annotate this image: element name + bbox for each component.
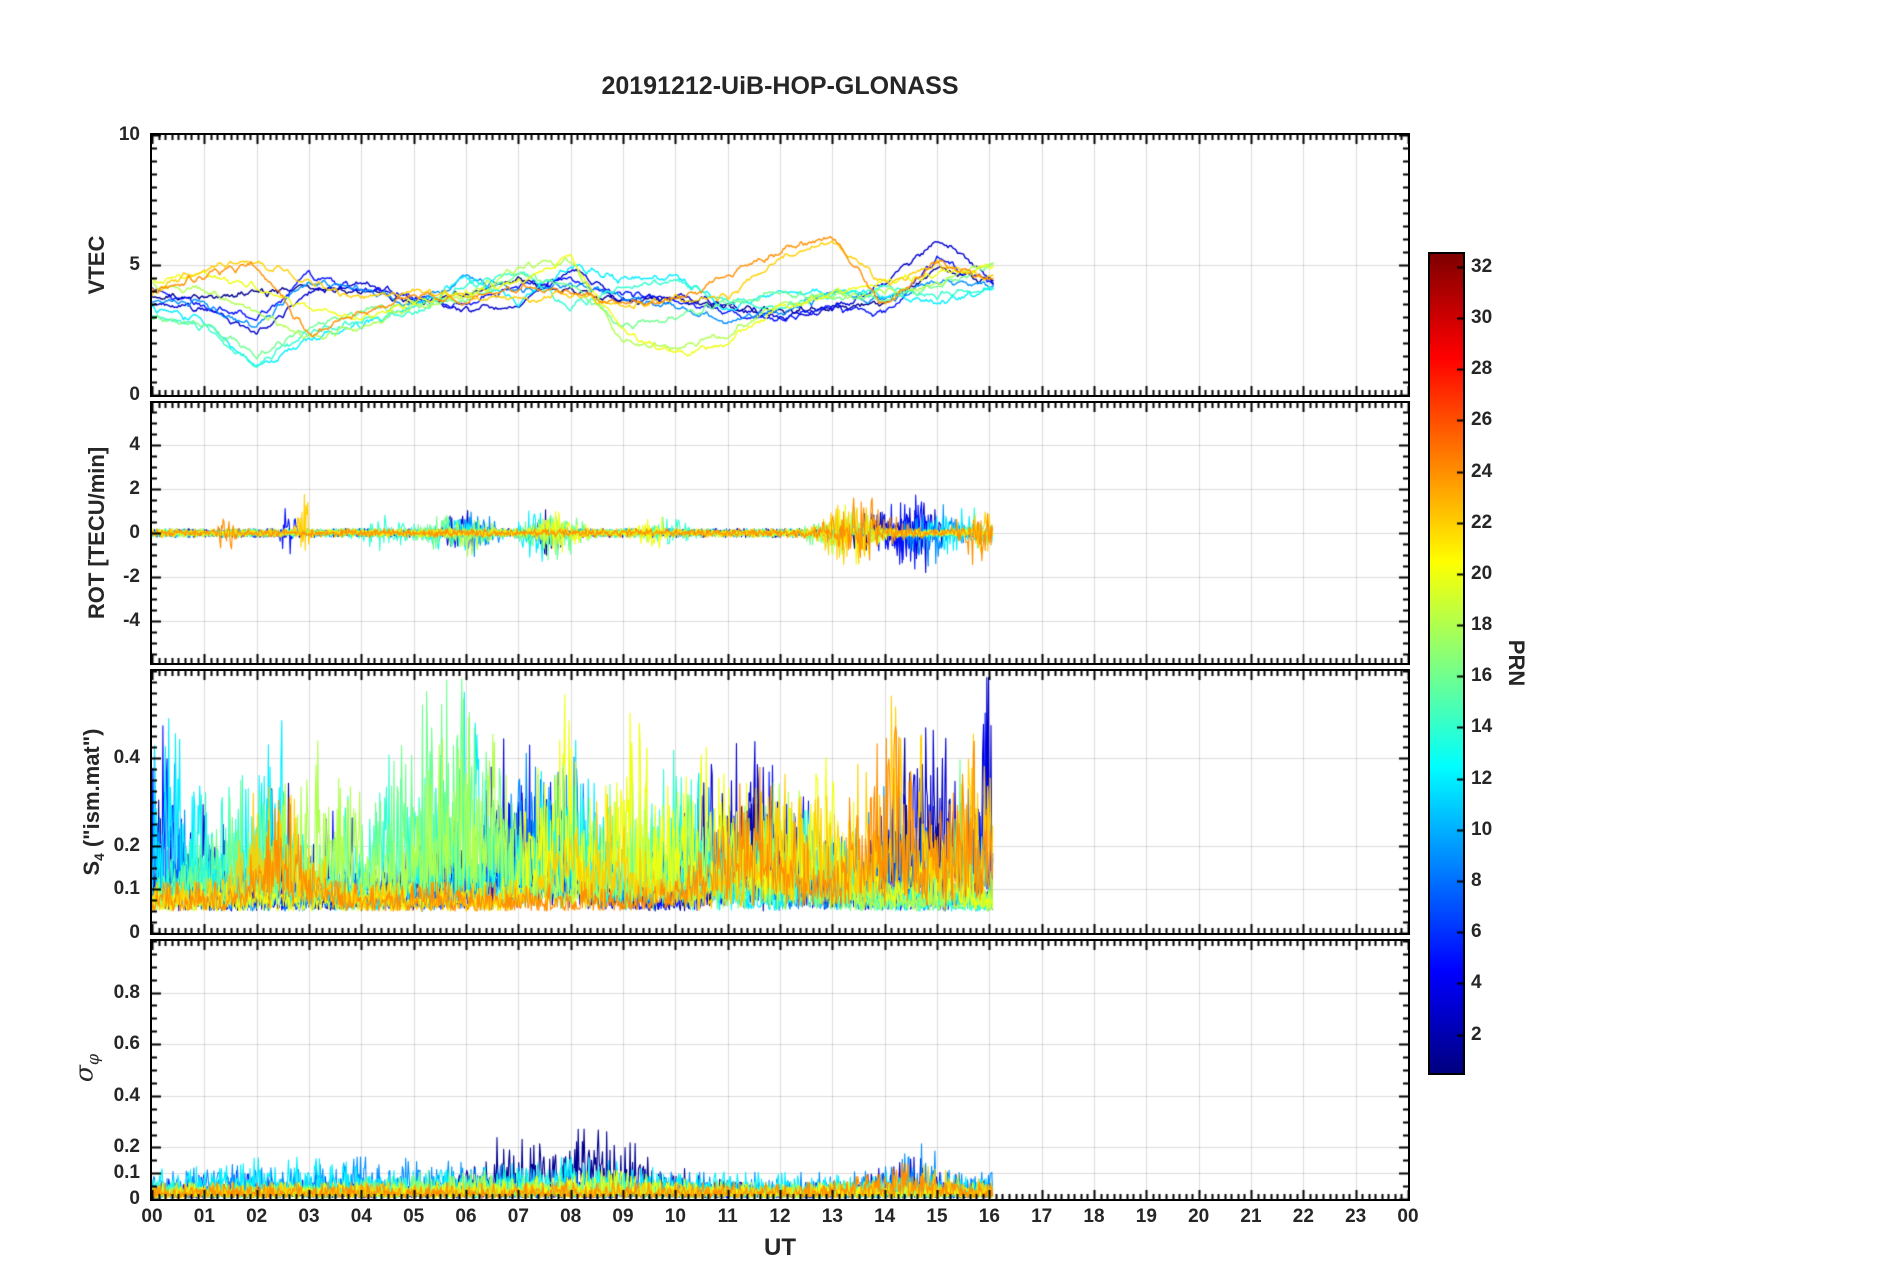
panel-s4 xyxy=(150,669,1410,935)
sigma-phi-axis-label: σφ xyxy=(70,1054,103,1082)
y-tick-label: 2 xyxy=(129,477,140,499)
x-tick-label: 03 xyxy=(298,1206,320,1227)
panel-sigma-phi xyxy=(150,939,1410,1201)
x-tick-label: 13 xyxy=(821,1206,843,1227)
x-tick-label: 08 xyxy=(560,1206,582,1227)
x-tick-label: 09 xyxy=(612,1206,634,1227)
colorbar xyxy=(1428,252,1465,1075)
x-tick-label: 14 xyxy=(874,1206,896,1227)
y-tick-label: 0 xyxy=(129,522,140,543)
y-tick-label: 0.8 xyxy=(113,981,140,1003)
colorbar-tick-label: 16 xyxy=(1471,665,1493,687)
colorbar-tick-label: 12 xyxy=(1471,767,1493,789)
y-tick-label: 0.1 xyxy=(113,878,140,900)
y-tick-label: -4 xyxy=(123,610,140,632)
panel-rot xyxy=(150,401,1410,665)
y-tick-label: 0.1 xyxy=(113,1162,140,1184)
y-tick-label: 0 xyxy=(129,922,140,943)
x-tick-label: 10 xyxy=(664,1206,686,1227)
sigma-axis-label-main: σ xyxy=(69,1065,99,1083)
colorbar-tick-label: 2 xyxy=(1471,1023,1482,1045)
colorbar-tick-label: 24 xyxy=(1471,460,1493,482)
x-tick-label: 20 xyxy=(1188,1206,1210,1227)
y-tick-label: 10 xyxy=(118,124,140,145)
x-tick-label: 07 xyxy=(507,1206,529,1227)
x-tick-label: 11 xyxy=(717,1206,738,1227)
x-tick-label: 21 xyxy=(1240,1206,1262,1227)
x-tick-label: 06 xyxy=(455,1206,477,1227)
colorbar-tick-label: 4 xyxy=(1471,972,1482,994)
x-tick-label: 00 xyxy=(141,1206,163,1227)
y-tick-label: 0.6 xyxy=(113,1033,140,1055)
colorbar-tick-label: 20 xyxy=(1471,562,1493,584)
y-tick-label: 0.4 xyxy=(113,1084,140,1106)
x-tick-label: 00 xyxy=(1397,1206,1419,1227)
x-axis-label: UT xyxy=(764,1234,796,1261)
x-tick-label: 17 xyxy=(1031,1206,1053,1227)
y-tick-label: 0.2 xyxy=(113,834,140,856)
x-tick-label: 04 xyxy=(350,1206,372,1227)
s4-axis-label-main: S xyxy=(78,860,104,876)
colorbar-tick-label: 10 xyxy=(1471,818,1493,840)
x-tick-label: 02 xyxy=(246,1206,268,1227)
colorbar-tick-label: 18 xyxy=(1471,614,1493,636)
colorbar-tick-label: 8 xyxy=(1471,870,1482,892)
y-tick-label: 0.4 xyxy=(113,747,140,769)
panel-vtec xyxy=(150,133,1410,397)
y-tick-label: 4 xyxy=(129,433,140,455)
colorbar-tick-label: 28 xyxy=(1471,358,1493,380)
y-tick-label: 0.2 xyxy=(113,1136,140,1158)
y-tick-label: 0 xyxy=(129,1188,140,1209)
vtec-plot-canvas xyxy=(152,135,1408,395)
colorbar-tick-label: 14 xyxy=(1471,716,1493,738)
x-tick-label: 23 xyxy=(1345,1206,1367,1227)
colorbar-tick-label: 22 xyxy=(1471,511,1493,533)
x-tick-label: 05 xyxy=(403,1206,425,1227)
x-tick-label: 12 xyxy=(769,1206,791,1227)
x-tick-label: 15 xyxy=(926,1206,948,1227)
y-tick-label: 0 xyxy=(129,384,140,405)
x-tick-label: 16 xyxy=(978,1206,1000,1227)
page-title: 20191212-UiB-HOP-GLONASS xyxy=(601,72,959,100)
rot-plot-canvas xyxy=(152,403,1408,663)
y-tick-label: -2 xyxy=(123,566,140,588)
x-tick-label: 18 xyxy=(1083,1206,1105,1227)
colorbar-tick-label: 26 xyxy=(1471,409,1493,431)
x-tick-label: 22 xyxy=(1292,1206,1314,1227)
colorbar-tick-label: 32 xyxy=(1471,255,1493,277)
colorbar-tick-label: 30 xyxy=(1471,306,1493,328)
x-tick-label: 19 xyxy=(1135,1206,1157,1227)
y-tick-label: 5 xyxy=(129,254,140,275)
s4-plot-canvas xyxy=(152,671,1408,933)
colorbar-tick-label: 6 xyxy=(1471,921,1482,943)
colorbar-label: PRN xyxy=(1504,639,1529,687)
x-tick-label: 01 xyxy=(193,1206,215,1227)
colorbar-gradient-canvas xyxy=(1430,254,1463,1073)
sigma-phi-plot-canvas xyxy=(152,941,1408,1199)
